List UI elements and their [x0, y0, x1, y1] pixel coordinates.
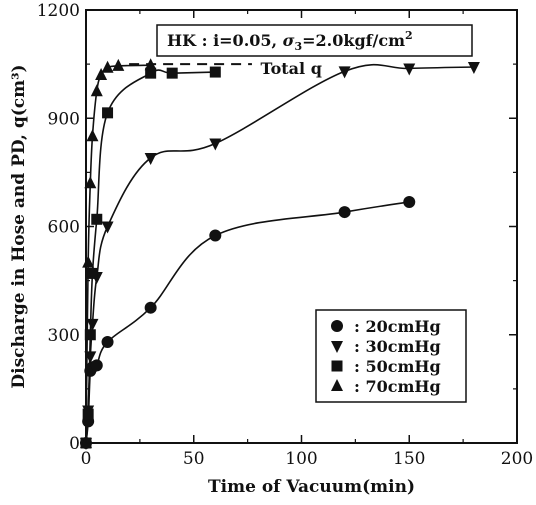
- data-point-circle: [403, 195, 416, 208]
- x-tick-label: 100: [285, 449, 317, 469]
- data-point-triangle-up: [90, 84, 103, 97]
- data-point-triangle-down: [403, 63, 416, 76]
- data-point-triangle-down: [86, 318, 99, 331]
- data-point-triangle-down: [338, 66, 351, 79]
- legend-label: : 20cmHg: [354, 317, 441, 336]
- data-point-triangle-up: [86, 129, 99, 142]
- total-q-label: Total q: [261, 59, 322, 78]
- data-point-square: [86, 267, 98, 279]
- condition-value: =2.0kgf/cm: [302, 31, 405, 50]
- series-line-square: [85, 69, 216, 444]
- data-point-square: [145, 67, 157, 79]
- condition-sigma: σ: [283, 31, 295, 50]
- y-tick-label: 1200: [37, 1, 80, 21]
- legend: : 20cmHg: 30cmHg: 50cmHg: 70cmHg: [315, 309, 467, 403]
- legend-label: : 30cmHg: [354, 337, 441, 356]
- series-line-triangle-up: [85, 64, 151, 444]
- x-axis-label: Time of Vacuum(min): [208, 477, 415, 497]
- legend-marker-circle: [331, 320, 343, 332]
- condition-prefix: HK : i=0.05,: [167, 31, 283, 50]
- legend-label: : 70cmHg: [354, 377, 441, 396]
- axis-ticks: 0 50 100 150 200 0 300 600 900 1200: [37, 1, 533, 469]
- y-tick-label: 300: [48, 326, 80, 346]
- x-tick-label: 50: [183, 449, 205, 469]
- data-point-circle: [101, 335, 114, 348]
- data-point-square: [166, 67, 178, 79]
- x-tick-label: 200: [501, 449, 533, 469]
- data-point-triangle-down: [467, 62, 480, 75]
- condition-box: [156, 24, 473, 57]
- data-point-circle: [209, 229, 222, 242]
- x-tick-label: 150: [393, 449, 425, 469]
- data-point-triangle-up: [112, 58, 125, 71]
- data-point-square: [91, 213, 103, 225]
- data-point-circle: [338, 206, 351, 219]
- y-tick-label: 900: [48, 109, 80, 129]
- data-point-square: [82, 408, 94, 420]
- legend-marker-triangle-up: [331, 379, 343, 391]
- data-point-triangle-down: [144, 152, 157, 165]
- data-point-triangle-up: [144, 58, 157, 71]
- y-tick-label: 600: [48, 218, 80, 238]
- condition-text: HK : i=0.05, σ3=2.0kgf/cm2: [167, 29, 413, 53]
- data-point-square: [102, 107, 114, 119]
- x-tick-label: 0: [81, 449, 92, 469]
- data-point-circle: [90, 359, 103, 372]
- legend-marker-square: [331, 360, 343, 372]
- data-point-triangle-up: [95, 67, 108, 80]
- data-point-triangle-down: [209, 138, 222, 151]
- condition-sigma-subscript: 3: [294, 40, 302, 53]
- data-point-square: [209, 66, 221, 78]
- y-tick-label: 0: [69, 434, 80, 454]
- data-point-triangle-up: [101, 60, 114, 73]
- legend-label: : 50cmHg: [354, 357, 441, 376]
- data-point-triangle-up: [84, 176, 97, 189]
- data-point-circle: [144, 301, 157, 314]
- condition-annotation: HK : i=0.05, σ3=2.0kgf/cm2: [156, 24, 473, 57]
- data-point-triangle-down: [101, 221, 114, 234]
- condition-exponent: 2: [405, 29, 413, 42]
- data-point-triangle-down: [84, 351, 97, 364]
- y-axis-label: Discharge in Hose and PD, q(cm³): [9, 64, 29, 388]
- legend-marker-triangle-down: [331, 341, 343, 353]
- data-point-triangle-up: [82, 255, 95, 268]
